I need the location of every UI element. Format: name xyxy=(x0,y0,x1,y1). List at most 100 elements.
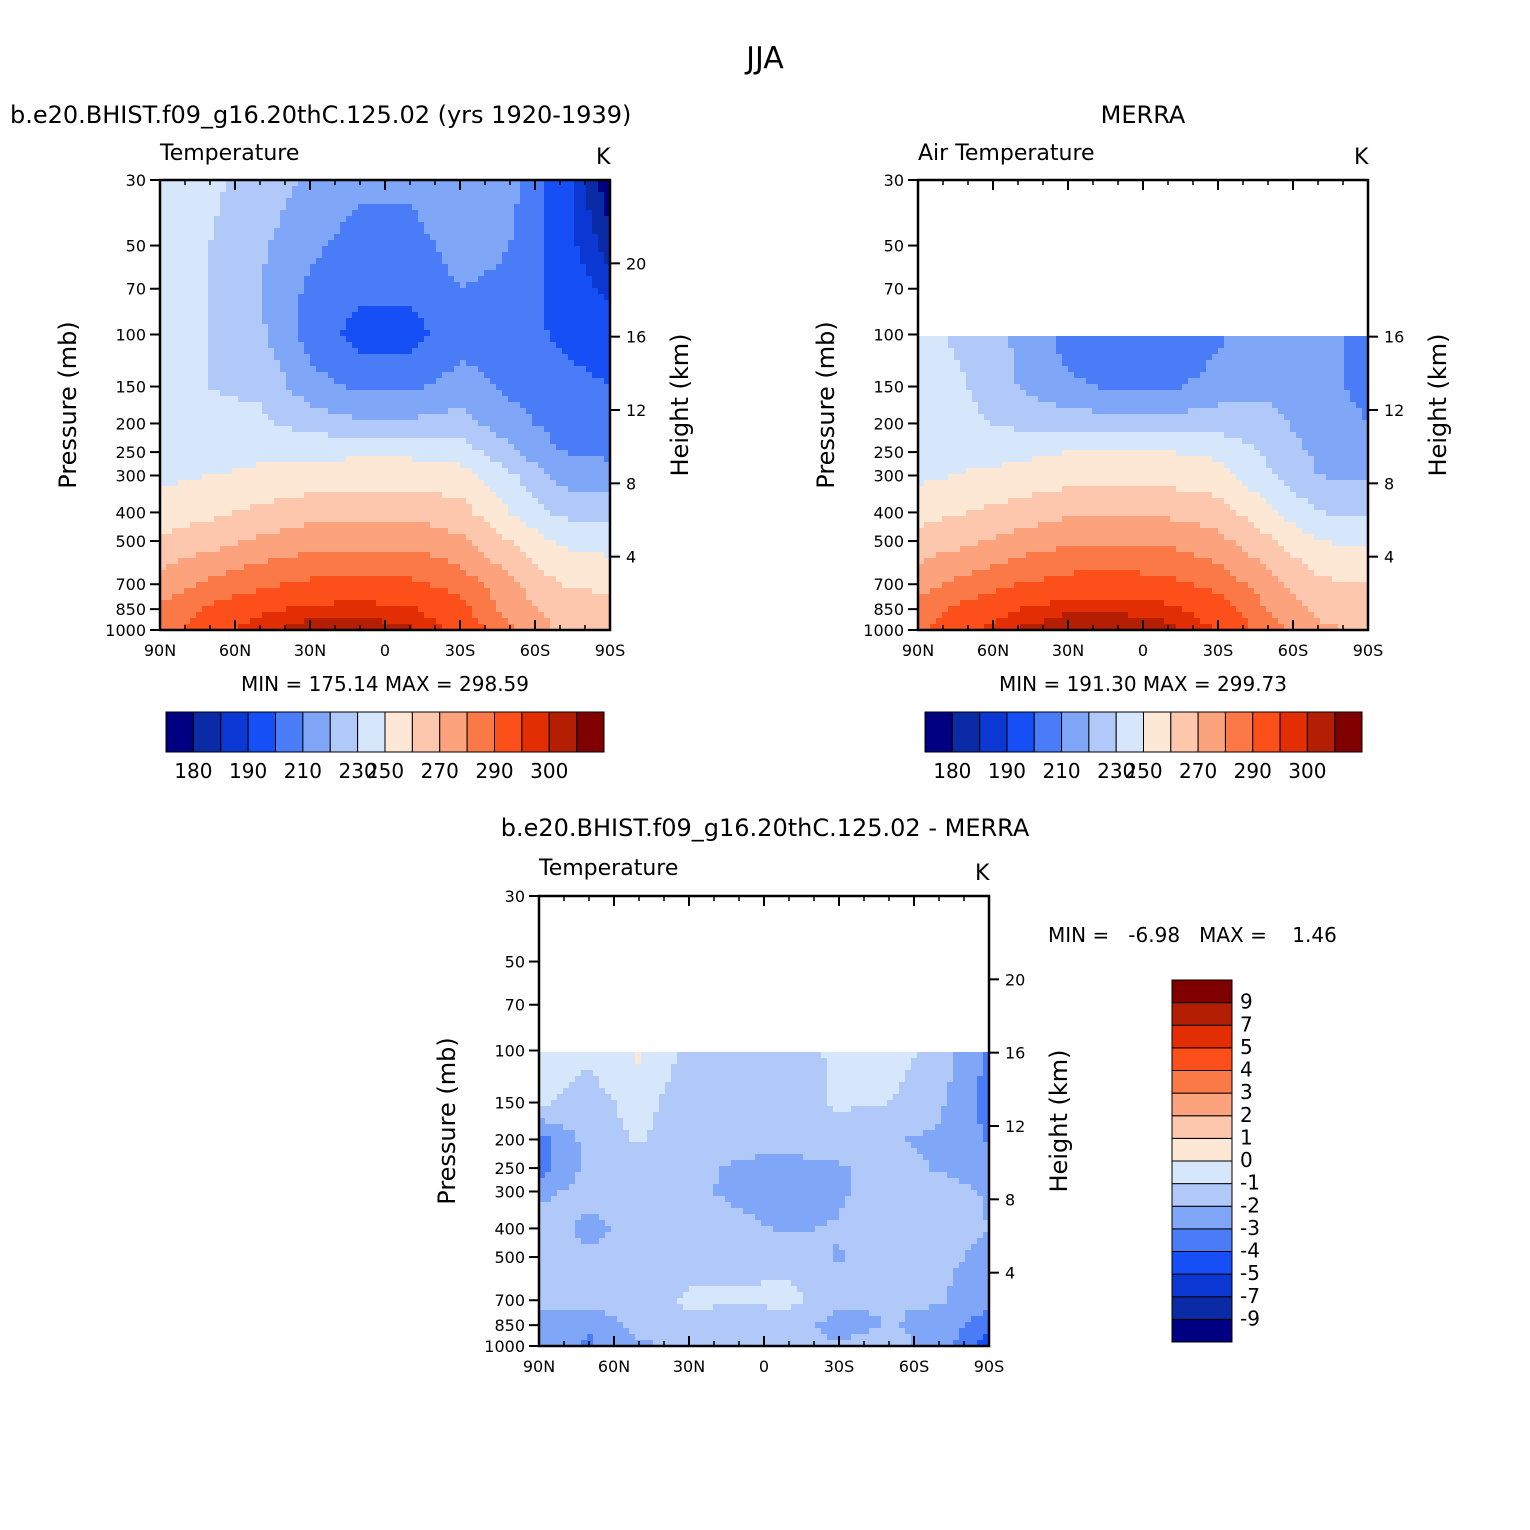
field-cell xyxy=(466,186,473,193)
field-cell xyxy=(256,498,263,505)
field-cell xyxy=(448,360,455,367)
field-cell xyxy=(604,294,611,301)
field-cell xyxy=(508,228,515,235)
field-cell xyxy=(358,384,365,391)
field-cell xyxy=(310,480,317,487)
field-cell xyxy=(460,474,467,481)
field-cell xyxy=(580,354,587,361)
field-cell xyxy=(208,354,215,361)
field-cell xyxy=(274,330,281,337)
field-cell xyxy=(442,198,449,205)
field-cell xyxy=(250,306,257,313)
field-cell xyxy=(220,552,227,559)
field-cell xyxy=(412,414,419,421)
field-cell xyxy=(394,324,401,331)
field-cell xyxy=(232,216,239,223)
field-cell xyxy=(514,300,521,307)
field-cell xyxy=(526,342,533,349)
field-cell xyxy=(358,480,365,487)
field-cell xyxy=(244,228,251,235)
field-cell xyxy=(232,282,239,289)
field-cell xyxy=(580,384,587,391)
field-cell xyxy=(214,420,221,427)
field-cell xyxy=(226,504,233,511)
field-cell xyxy=(412,246,419,253)
field-cell xyxy=(304,570,311,577)
field-cell xyxy=(208,408,215,415)
field-cell xyxy=(304,462,311,469)
field-cell xyxy=(310,420,317,427)
field-cell xyxy=(274,180,281,187)
field-cell xyxy=(310,342,317,349)
field-cell xyxy=(232,492,239,499)
field-cell xyxy=(256,240,263,247)
field-cell xyxy=(508,192,515,199)
field-cell xyxy=(220,504,227,511)
field-cell xyxy=(388,318,395,325)
field-cell xyxy=(550,330,557,337)
field-cell xyxy=(256,576,263,583)
field-cell xyxy=(532,240,539,247)
field-cell xyxy=(496,264,503,271)
field-cell xyxy=(454,216,461,223)
field-cell xyxy=(370,348,377,355)
field-cell xyxy=(556,366,563,373)
field-cell xyxy=(250,330,257,337)
field-cell xyxy=(184,210,191,217)
field-cell xyxy=(160,354,167,361)
field-cell xyxy=(502,552,509,559)
field-cell xyxy=(238,552,245,559)
field-cell xyxy=(286,222,293,229)
field-cell xyxy=(250,390,257,397)
field-cell xyxy=(472,216,479,223)
field-cell xyxy=(238,444,245,451)
field-cell xyxy=(520,204,527,211)
field-cell xyxy=(166,396,173,403)
field-cell xyxy=(538,396,545,403)
field-cell xyxy=(448,528,455,535)
field-cell xyxy=(184,366,191,373)
field-cell xyxy=(364,186,371,193)
field-cell xyxy=(556,246,563,253)
field-cell xyxy=(232,498,239,505)
field-cell xyxy=(244,300,251,307)
field-cell xyxy=(406,258,413,265)
field-cell xyxy=(280,210,287,217)
field-cell xyxy=(190,384,197,391)
field-cell xyxy=(244,324,251,331)
field-cell xyxy=(172,384,179,391)
field-cell xyxy=(580,432,587,439)
field-cell xyxy=(172,414,179,421)
field-cell xyxy=(238,180,245,187)
field-cell xyxy=(412,576,419,583)
field-cell xyxy=(298,468,305,475)
field-cell xyxy=(184,522,191,529)
field-cell xyxy=(334,336,341,343)
field-cell xyxy=(604,324,611,331)
field-cell xyxy=(436,192,443,199)
field-cell xyxy=(322,390,329,397)
field-cell xyxy=(448,222,455,229)
field-cell xyxy=(238,450,245,457)
field-cell xyxy=(364,276,371,283)
field-cell xyxy=(166,534,173,541)
field-cell xyxy=(268,444,275,451)
field-cell xyxy=(538,546,545,553)
field-cell xyxy=(316,234,323,241)
field-cell xyxy=(178,504,185,511)
field-cell xyxy=(256,372,263,379)
field-cell xyxy=(556,522,563,529)
field-cell xyxy=(244,480,251,487)
field-cell xyxy=(472,282,479,289)
field-cell xyxy=(430,348,437,355)
field-cell xyxy=(376,402,383,409)
field-cell xyxy=(346,552,353,559)
field-cell xyxy=(262,402,269,409)
field-cell xyxy=(268,336,275,343)
field-cell xyxy=(484,462,491,469)
field-cell xyxy=(562,372,569,379)
field-cell xyxy=(262,360,269,367)
field-cell xyxy=(436,552,443,559)
field-cell xyxy=(436,468,443,475)
field-cell xyxy=(202,306,209,313)
